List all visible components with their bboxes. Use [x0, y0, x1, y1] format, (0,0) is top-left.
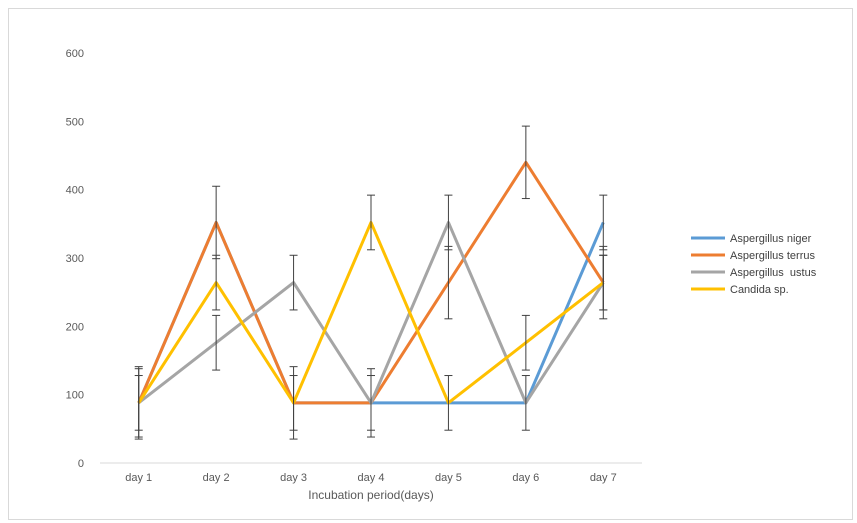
x-tick-label: day 3	[280, 472, 307, 484]
error-bar	[289, 366, 298, 440]
legend: Aspergillus niger Aspergillus terrus Asper…	[691, 233, 817, 296]
error-bar	[444, 245, 453, 320]
x-tick-label: day 7	[590, 472, 617, 484]
error-bar	[444, 194, 453, 251]
y-tick-label: 300	[66, 253, 84, 265]
error-bar	[367, 194, 375, 251]
error-bar	[367, 375, 375, 431]
y-axis-ticks: 0 100 200 300 400 500 600	[66, 48, 84, 470]
legend-label: Candida sp.	[730, 284, 789, 296]
error-bar	[599, 194, 608, 251]
error-bar	[521, 125, 530, 200]
error-bar	[444, 375, 453, 431]
error-bar	[134, 366, 143, 440]
error-bar	[289, 254, 298, 311]
x-tick-label: day 4	[358, 472, 385, 484]
error-bar	[212, 185, 221, 260]
y-tick-label: 500	[66, 116, 84, 128]
y-tick-label: 100	[66, 390, 84, 402]
y-tick-label: 0	[78, 458, 84, 470]
y-tick-label: 400	[66, 185, 84, 197]
error-bars	[134, 125, 608, 440]
x-tick-label: day 1	[125, 472, 152, 484]
x-tick-label: day 5	[435, 472, 462, 484]
error-bar	[212, 254, 221, 311]
legend-entry: Candida sp.	[691, 284, 789, 296]
error-bar	[521, 314, 530, 371]
x-tick-label: day 6	[512, 472, 539, 484]
legend-entry: Aspergillus terrus	[691, 250, 815, 262]
x-axis-title: Incubation period(days)	[308, 488, 433, 502]
x-tick-label: day 2	[203, 472, 230, 484]
error-bar	[521, 375, 530, 431]
error-bar	[599, 254, 608, 311]
legend-entry: Aspergillus ustus	[691, 267, 817, 279]
error-bar	[212, 314, 221, 371]
legend-label: Aspergillus ustus	[730, 267, 817, 279]
legend-label: Aspergillus niger	[730, 233, 812, 245]
y-tick-label: 200	[66, 321, 84, 333]
legend-entry: Aspergillus niger	[691, 233, 812, 245]
x-axis-ticks: day 1 day 2 day 3 day 4 day 5 day 6 day 7	[125, 472, 616, 484]
legend-label: Aspergillus terrus	[730, 250, 815, 262]
y-tick-label: 600	[66, 48, 84, 60]
